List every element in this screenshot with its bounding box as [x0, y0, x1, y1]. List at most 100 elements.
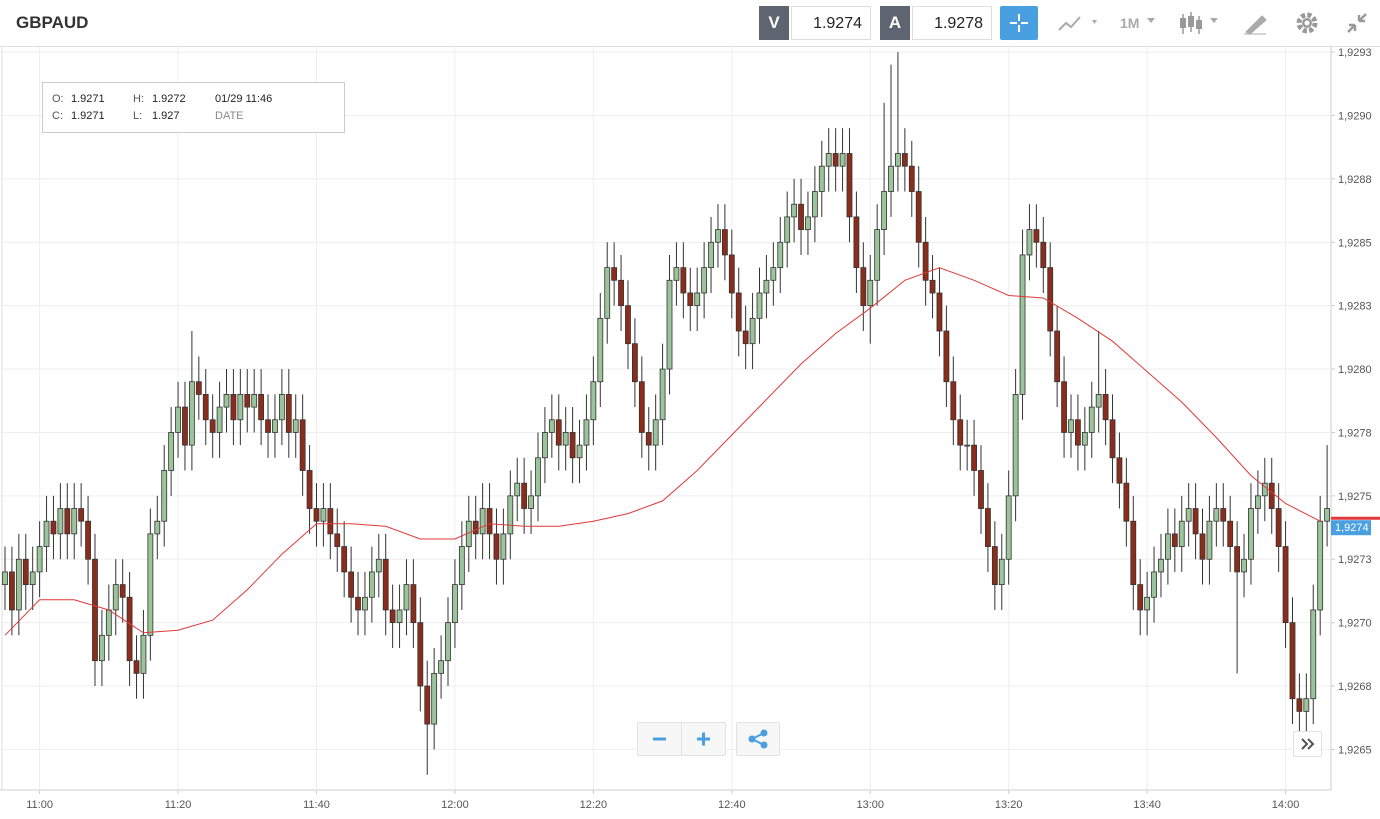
sell-price[interactable]: 1.9274	[791, 6, 871, 40]
candle-body	[258, 394, 265, 421]
candle-body	[9, 571, 15, 611]
candle-body	[1144, 596, 1151, 611]
timeframe[interactable]: 1M	[1120, 15, 1140, 31]
settings-button[interactable]	[1294, 10, 1320, 36]
x-tick-label: 11:00	[26, 799, 53, 811]
candle-body	[805, 216, 811, 230]
candle-body	[306, 470, 313, 509]
candle-body	[1192, 508, 1199, 535]
candle-body	[1282, 546, 1289, 624]
candle-body	[728, 254, 735, 294]
candle-body	[410, 584, 417, 624]
share-icon	[748, 729, 768, 749]
candle-body	[1040, 241, 1047, 269]
candle-body	[673, 267, 680, 281]
candle-body	[1033, 229, 1040, 243]
candle-body	[188, 381, 195, 446]
candle-body	[860, 267, 867, 307]
candle-body	[943, 330, 950, 383]
candle-body	[784, 216, 791, 243]
close-value: 1.9271	[71, 110, 105, 122]
candle-body	[1061, 381, 1067, 433]
candle-body	[396, 609, 403, 624]
candle-body	[438, 660, 444, 674]
candle-body	[957, 419, 964, 446]
candle-body	[1275, 508, 1282, 547]
candle-body	[659, 368, 666, 421]
draw-button[interactable]	[1242, 10, 1270, 36]
candle-body	[1123, 482, 1130, 522]
grid	[0, 47, 1331, 790]
candle-body	[1324, 508, 1331, 522]
chart-type-button[interactable]	[1056, 12, 1102, 36]
candle-body	[632, 343, 638, 383]
candle-body	[417, 622, 424, 687]
candle-body	[901, 153, 908, 167]
candle-body	[389, 609, 396, 624]
candle-body	[625, 305, 631, 345]
candle-body	[832, 153, 839, 167]
zoom-out-button[interactable]	[637, 722, 682, 756]
candle-body	[147, 533, 154, 636]
buy-label[interactable]: A	[880, 6, 910, 40]
candle-body	[701, 267, 708, 294]
timeframe-arrow	[1147, 18, 1155, 23]
candle-body	[368, 571, 375, 598]
candle-body	[853, 216, 860, 269]
candle-body	[486, 508, 493, 535]
candle-body	[175, 406, 181, 433]
y-tick-label: 1,9268	[1338, 681, 1372, 693]
y-tick-label: 1,9270	[1338, 618, 1372, 630]
crosshair-button[interactable]	[1000, 6, 1038, 40]
candle-body	[1234, 546, 1241, 573]
candle-body	[825, 153, 832, 167]
candles-button[interactable]	[1178, 10, 1224, 38]
candle-body	[1047, 267, 1054, 332]
candle-body	[1130, 520, 1137, 585]
candle-body	[1102, 394, 1109, 421]
candle-body	[92, 558, 98, 662]
buy-price[interactable]: 1.9278	[912, 6, 992, 40]
minimize-button[interactable]	[1344, 10, 1370, 36]
candle-body	[251, 394, 258, 408]
candle-body	[112, 584, 119, 611]
candle-body	[1303, 698, 1310, 712]
candle-body	[1185, 508, 1192, 522]
candle-body	[1178, 520, 1185, 547]
candle-body	[1054, 330, 1061, 383]
candle-body	[348, 571, 355, 598]
candle-body	[590, 381, 597, 421]
scroll-end-button[interactable]	[1293, 731, 1322, 757]
candle-body	[472, 520, 479, 535]
candle-body	[936, 292, 943, 332]
candle-body	[362, 596, 368, 611]
candle-body	[687, 292, 694, 307]
candle-body	[375, 558, 382, 573]
candle-body	[742, 330, 749, 345]
candle-body	[998, 558, 1005, 585]
candle-body	[1220, 508, 1227, 522]
candle-body	[694, 292, 701, 307]
candle-body	[50, 520, 57, 535]
candle-body	[195, 381, 202, 395]
candle-body	[64, 508, 71, 535]
candle-body	[133, 660, 140, 674]
x-tick-label: 12:40	[718, 799, 746, 811]
candle-body	[569, 432, 576, 459]
zoom-in-button[interactable]	[681, 722, 726, 756]
candle-body	[209, 419, 216, 433]
candle-body	[915, 191, 922, 243]
candle-body	[922, 241, 929, 281]
candle-body	[542, 432, 548, 459]
candle-body	[313, 508, 320, 522]
candle-body	[2, 571, 8, 585]
share-button[interactable]	[736, 722, 780, 756]
candle-body	[278, 394, 285, 421]
candle-body	[1068, 419, 1074, 433]
low-value: 1.927	[152, 110, 180, 122]
last-price-tag	[1331, 520, 1371, 536]
candle-body	[161, 470, 168, 522]
ohlc-box: O: 1.9271 H: 1.9272 01/29 11:46 C: 1.927…	[42, 82, 345, 133]
sell-label[interactable]: V	[759, 6, 789, 40]
candle-body	[1081, 432, 1088, 446]
